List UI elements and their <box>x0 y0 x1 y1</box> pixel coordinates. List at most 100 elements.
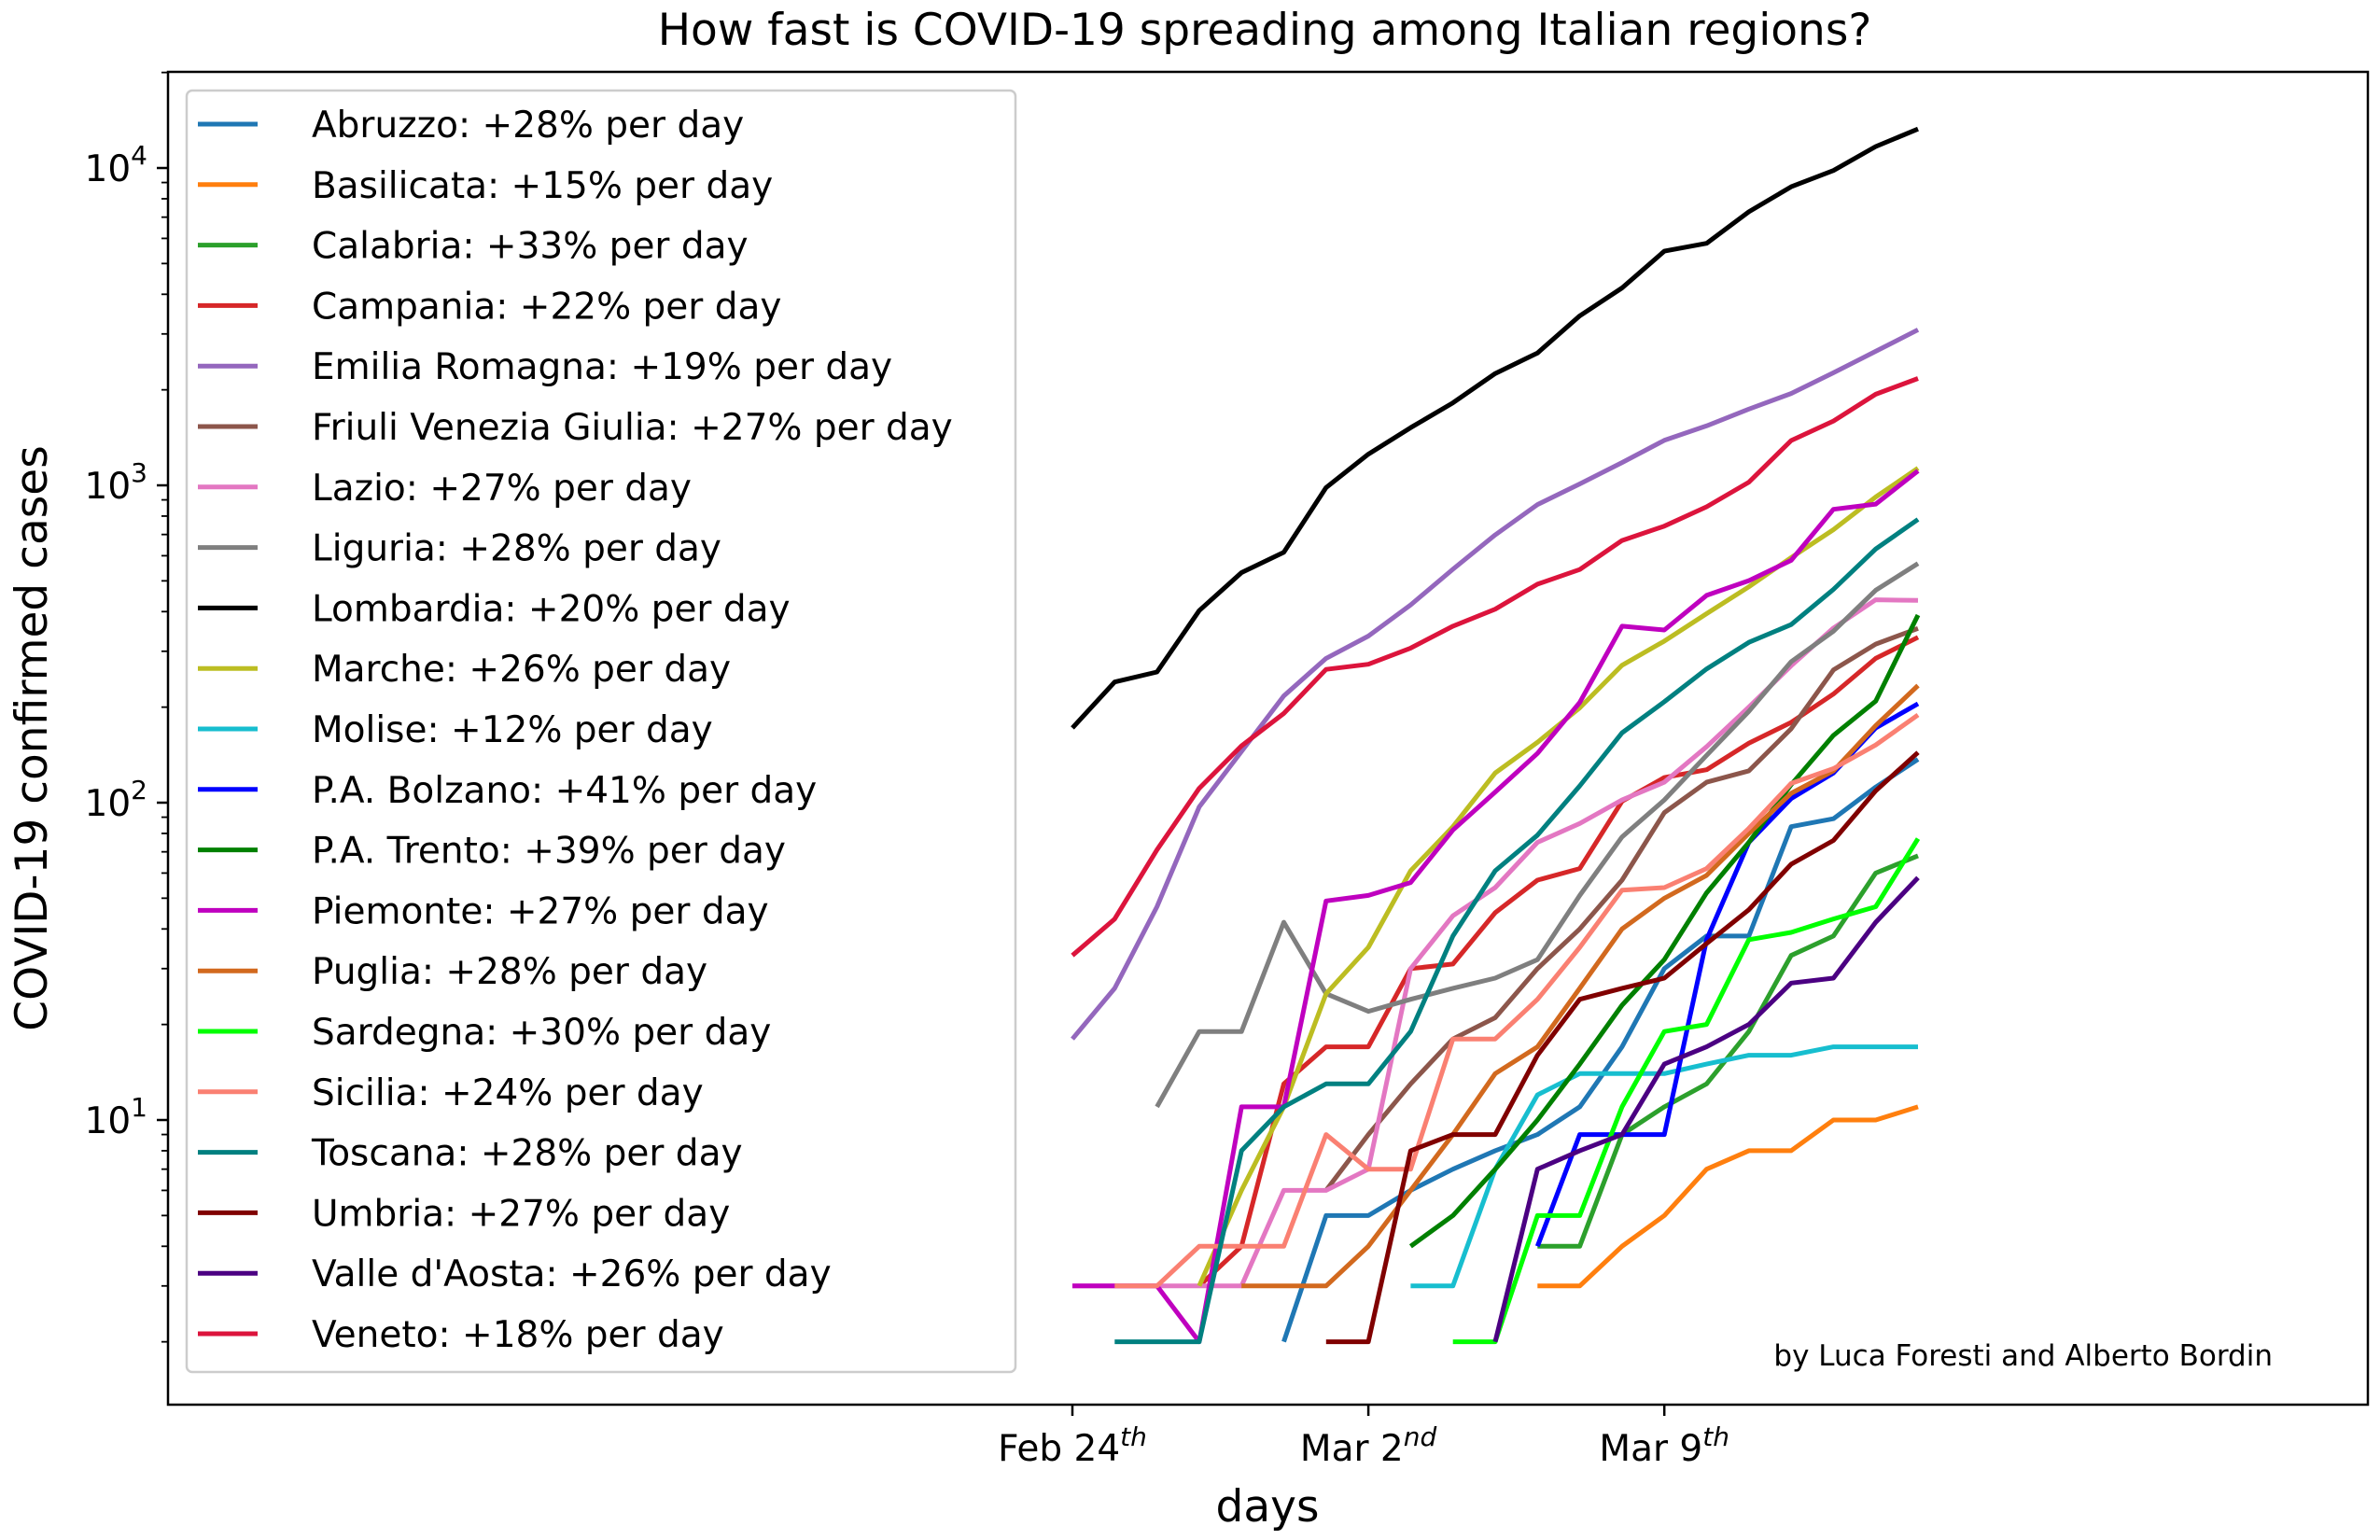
legend-item: Molise: +12% per day <box>198 709 713 751</box>
series-13 <box>1072 469 1920 1345</box>
legend-label: Veneto: +18% per day <box>312 1314 724 1356</box>
legend-label: Toscana: +28% per day <box>311 1133 743 1175</box>
legend-item: Friuli Venezia Giulia: +27% per day <box>198 407 953 449</box>
series-15 <box>1452 837 1921 1345</box>
series-19 <box>1492 875 1920 1343</box>
x-tick-suffix: th <box>1702 1421 1729 1452</box>
series-line <box>1072 469 1920 1345</box>
series-18 <box>1325 750 1920 1345</box>
y-tick-exponent: 3 <box>131 457 147 488</box>
y-tick-base: 10 <box>85 783 132 825</box>
legend-item: Marche: +26% per day <box>198 649 731 691</box>
legend-label: P.A. Bolzano: +41% per day <box>312 770 817 812</box>
credit-annotation: by Luca Foresti and Alberto Bordin <box>1773 1339 2273 1373</box>
y-tick-exponent: 1 <box>131 1092 147 1123</box>
series-line <box>1155 561 1920 1109</box>
series-8 <box>1071 126 1919 730</box>
legend-item: Abruzzo: +28% per day <box>198 105 744 147</box>
y-axis-label: COVID-19 confirmed cases <box>7 445 58 1030</box>
x-tick-label: Mar 9th <box>1599 1421 1729 1470</box>
series-16 <box>1114 712 1920 1289</box>
legend-label: Calabria: +33% per day <box>312 226 749 268</box>
x-axis-label: days <box>1216 1481 1320 1533</box>
legend-label: Lazio: +27% per day <box>312 468 692 510</box>
series-4 <box>1071 328 1920 1041</box>
y-tick-base: 10 <box>85 148 132 190</box>
legend-item: Emilia Romagna: +19% per day <box>198 346 892 388</box>
legend-item: Campania: +22% per day <box>198 286 781 328</box>
legend-label: Campania: +22% per day <box>312 286 781 328</box>
legend-label: Lombardia: +20% per day <box>312 588 791 630</box>
x-tick-label: Feb 24th <box>998 1421 1147 1470</box>
series-line <box>1408 613 1921 1249</box>
series-line <box>1071 376 1919 958</box>
series-line <box>1325 750 1920 1345</box>
series-line <box>1537 1104 1919 1289</box>
legend-label: Basilicata: +15% per day <box>312 165 773 207</box>
y-tick-label: 102 <box>85 775 147 825</box>
y-tick-label: 101 <box>85 1092 147 1142</box>
x-tick-suffix: nd <box>1404 1421 1437 1452</box>
legend-item: Sicilia: +24% per day <box>198 1072 704 1114</box>
legend-label: Emilia Romagna: +19% per day <box>312 346 892 388</box>
series-5 <box>1323 625 1919 1192</box>
legend-label: Abruzzo: +28% per day <box>312 105 744 147</box>
series-20 <box>1071 376 1919 958</box>
y-tick-base: 10 <box>85 466 132 508</box>
x-tick-label: Mar 2nd <box>1300 1421 1437 1470</box>
y-tick-exponent: 4 <box>131 140 147 171</box>
legend-item: Sardegna: +30% per day <box>198 1012 771 1054</box>
series-line <box>1114 712 1920 1289</box>
legend-item: P.A. Bolzano: +41% per day <box>198 770 817 812</box>
series-line <box>1241 683 1920 1289</box>
legend-item: Lazio: +27% per day <box>198 468 692 510</box>
legend-label: Molise: +12% per day <box>312 709 713 751</box>
series-line <box>1281 757 1920 1343</box>
legend-label: Marche: +26% per day <box>312 649 731 691</box>
x-tick-text: Mar 9 <box>1599 1428 1702 1470</box>
series-line <box>1071 328 1920 1041</box>
legend-label: Umbria: +27% per day <box>312 1193 730 1235</box>
legend-label: Friuli Venezia Giulia: +27% per day <box>312 407 953 449</box>
legend-item: Toscana: +28% per day <box>198 1133 743 1175</box>
legend-label: Puglia: +28% per day <box>312 951 707 993</box>
series-0 <box>1281 757 1920 1343</box>
legend: Abruzzo: +28% per day Basilicata: +15% pe… <box>185 89 1017 1374</box>
legend-label: P.A. Trento: +39% per day <box>312 831 786 873</box>
y-tick-label: 104 <box>85 140 147 190</box>
series-17 <box>1114 517 1920 1345</box>
x-axis: Feb 24th Mar 2nd Mar 9th <box>998 1405 1729 1470</box>
x-tick-text: Mar 2 <box>1300 1428 1404 1470</box>
series-1 <box>1537 1104 1919 1289</box>
series-14 <box>1241 683 1920 1289</box>
series-7 <box>1155 561 1920 1109</box>
legend-item: P.A. Trento: +39% per day <box>198 831 786 873</box>
series-line <box>1452 837 1921 1345</box>
legend-item: Basilicata: +15% per day <box>198 165 773 207</box>
plot-frame <box>166 70 2370 1407</box>
legend-item: Valle d'Aosta: +26% per day <box>198 1253 832 1295</box>
y-tick-exponent: 2 <box>131 775 147 805</box>
series-12 <box>1408 613 1921 1249</box>
legend-label: Piemonte: +27% per day <box>312 890 769 932</box>
legend-label: Sicilia: +24% per day <box>312 1072 704 1114</box>
legend-item: Veneto: +18% per day <box>198 1314 724 1356</box>
chart-title: How fast is COVID-19 spreading among Ita… <box>658 5 1872 56</box>
series-line <box>1071 126 1919 730</box>
series-line <box>1323 625 1919 1192</box>
legend-label: Valle d'Aosta: +26% per day <box>312 1253 832 1295</box>
y-tick-base: 10 <box>85 1100 132 1142</box>
y-tick-label: 103 <box>85 457 147 508</box>
series-lines <box>1071 126 1921 1345</box>
legend-label: Liguria: +28% per day <box>312 528 721 570</box>
legend-item: Lombardia: +20% per day <box>198 588 791 630</box>
legend-item: Liguria: +28% per day <box>198 528 721 570</box>
legend-box <box>185 89 1017 1374</box>
x-tick-suffix: th <box>1120 1421 1147 1452</box>
legend-item: Piemonte: +27% per day <box>198 890 769 932</box>
series-line <box>1114 517 1920 1345</box>
legend-item: Puglia: +28% per day <box>198 951 707 993</box>
legend-item: Calabria: +33% per day <box>198 226 749 268</box>
